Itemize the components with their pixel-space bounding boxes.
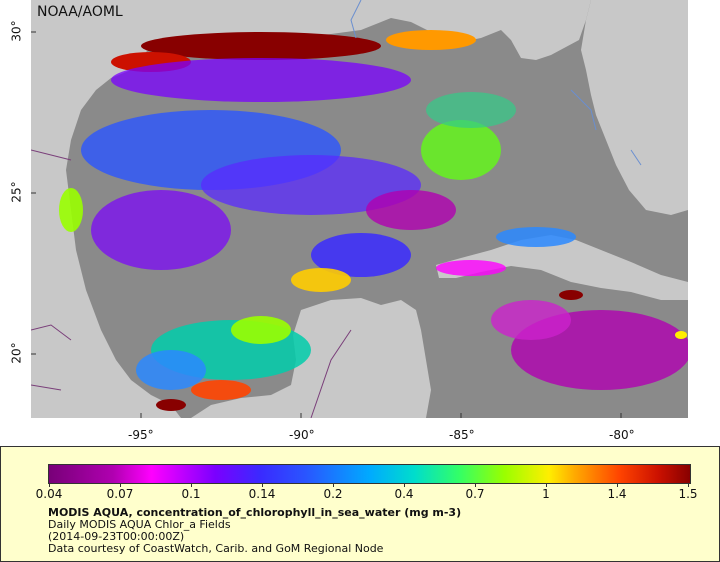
colorbar-tick: [546, 483, 547, 487]
colorbar-tick-label: 0.2: [323, 487, 343, 501]
colorbar-tick: [262, 483, 263, 487]
colorbar: [48, 464, 691, 484]
map-credit: NOAA/AOML: [37, 4, 123, 20]
land-florida: [581, 0, 688, 215]
gulf-of-mexico-map[interactable]: [31, 0, 688, 418]
land-mexico-east: [31, 170, 181, 418]
lat-label-30: 30°: [9, 20, 24, 42]
legend-title: MODIS AQUA, concentration_of_chlorophyll…: [48, 506, 462, 519]
colorbar-tick-label: 0.7: [465, 487, 485, 501]
lon-label-85: -85°: [449, 428, 475, 442]
colorbar-tick-label: 0.04: [35, 487, 63, 501]
lon-label-90: -90°: [289, 428, 315, 442]
lat-label-25: 25°: [9, 181, 24, 203]
lon-label-95: -95°: [128, 428, 154, 442]
colorbar-tick: [617, 483, 618, 487]
colorbar-tick-label: 0.1: [181, 487, 201, 501]
colorbar-tick: [191, 483, 192, 487]
land-cuba: [436, 235, 688, 300]
colorbar-tick: [688, 483, 689, 487]
colorbar-tick: [49, 483, 50, 487]
legend-attribution: Data courtesy of CoastWatch, Carib. and …: [48, 542, 384, 555]
colorbar-tick: [475, 483, 476, 487]
rivers: [350, 0, 642, 166]
lat-label-20: 20°: [9, 342, 24, 364]
map-panel[interactable]: NOAA/AOML: [31, 0, 688, 418]
lon-label-80: -80°: [609, 428, 635, 442]
legend-panel: 0.04 0.07 0.1 0.14 0.2 0.4 0.7 1 1.4 1.5…: [0, 446, 720, 562]
colorbar-tick-label: 0.4: [394, 487, 414, 501]
colorbar-tick-label: 0.07: [106, 487, 134, 501]
political-boundaries: [31, 149, 352, 418]
colorbar-tick-label: 1.5: [678, 487, 698, 501]
land-yucatan: [191, 298, 431, 418]
chlorophyll-overlay: [59, 30, 688, 411]
colorbar-tick-label: 1.4: [607, 487, 627, 501]
colorbar-tick: [404, 483, 405, 487]
legend-dataset: Daily MODIS AQUA Chlor_a Fields: [48, 518, 231, 531]
colorbar-tick: [120, 483, 121, 487]
colorbar-tick-label: 0.14: [248, 487, 276, 501]
colorbar-tick: [333, 483, 334, 487]
legend-timestamp: (2014-09-23T00:00:00Z): [48, 530, 185, 543]
axis-ticks: [31, 31, 622, 418]
colorbar-tick-label: 1: [542, 487, 550, 501]
